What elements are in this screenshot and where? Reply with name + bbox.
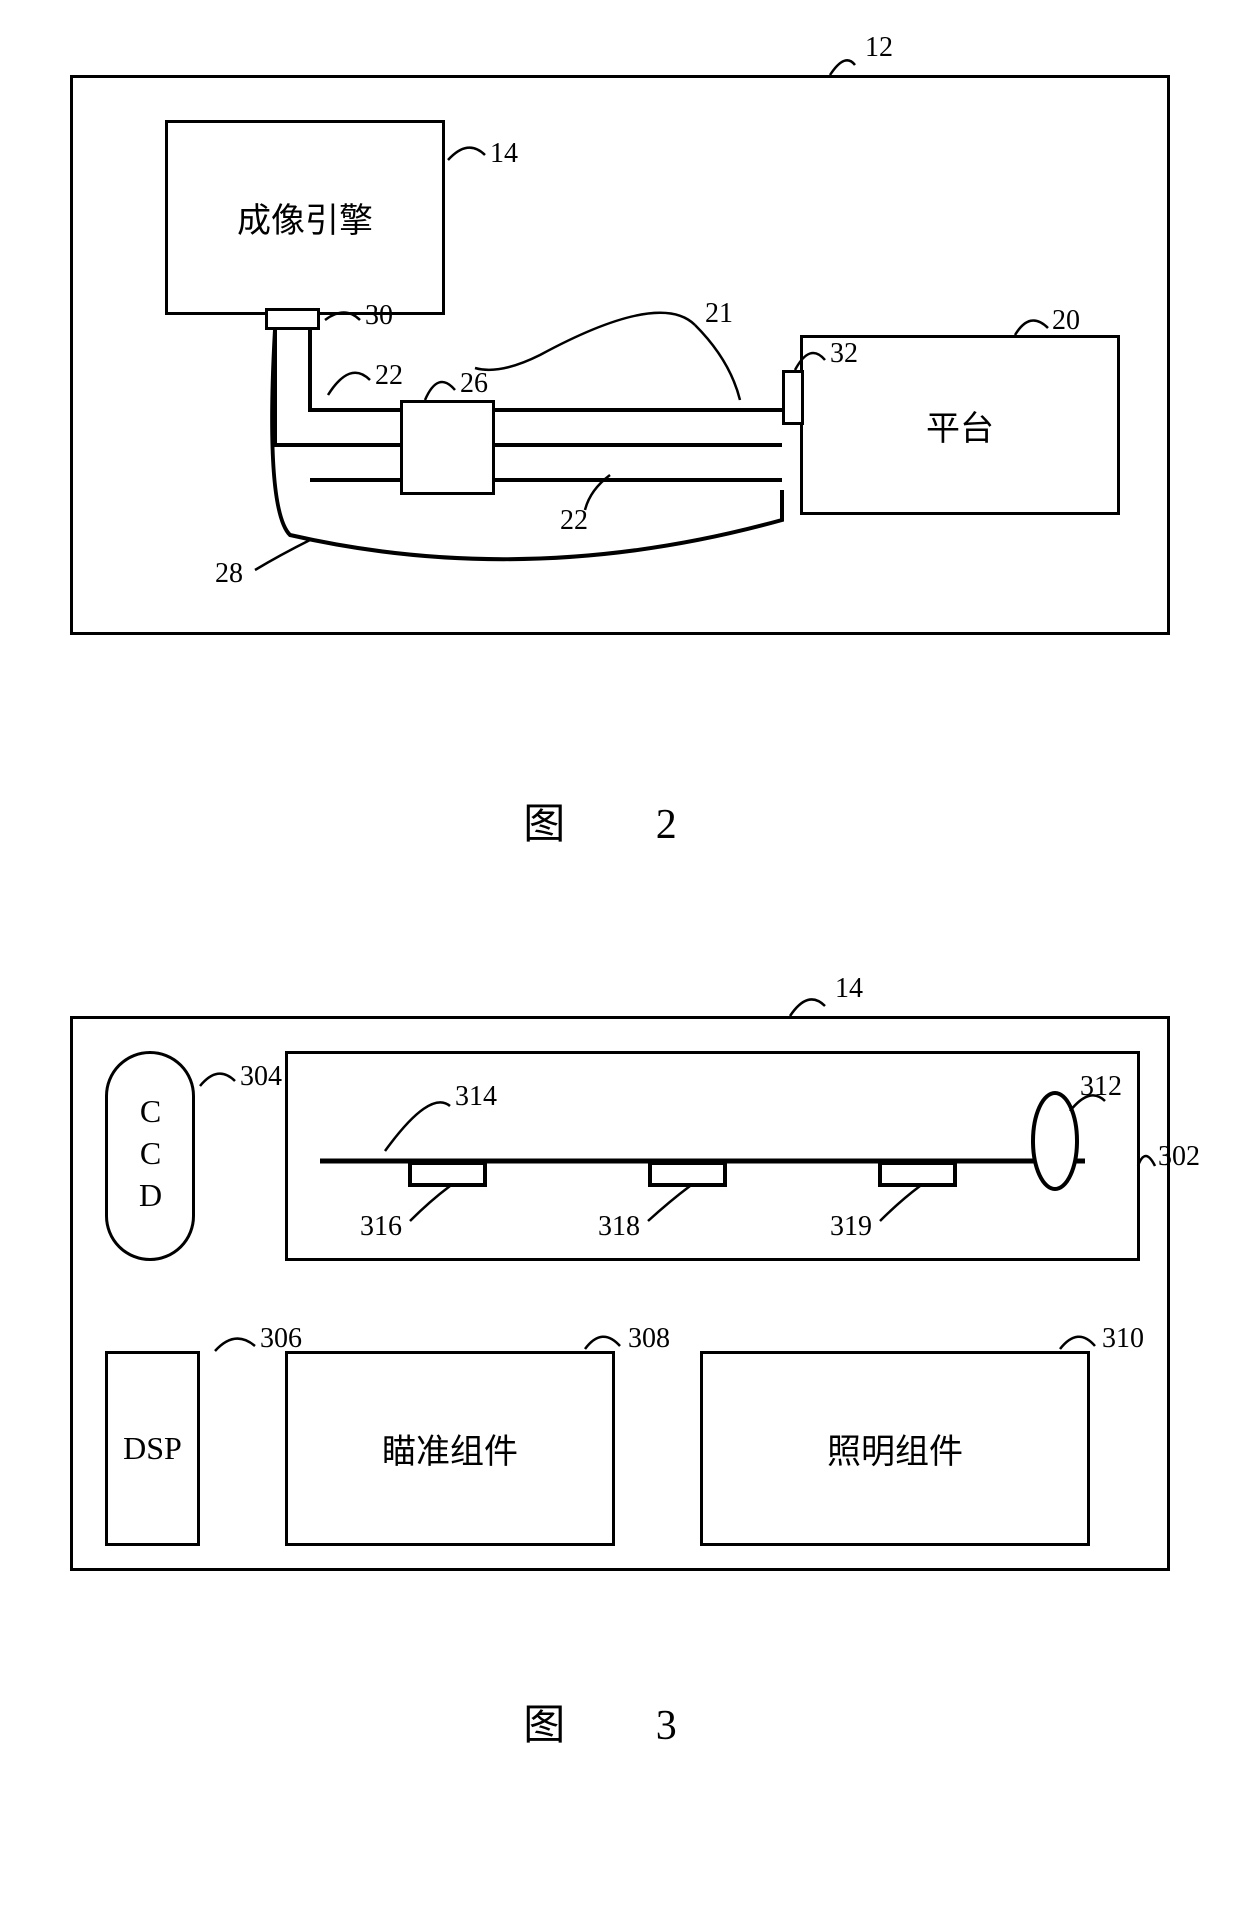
ref3-14: 14 (835, 973, 863, 1005)
ref-28: 28 (215, 558, 243, 590)
ref-302: 302 (1158, 1141, 1200, 1173)
ccd-box: CCD (105, 1051, 195, 1261)
imaging-engine-box: 成像引擎 (165, 120, 445, 315)
ref-308: 308 (628, 1323, 670, 1355)
ccd-label: CCD (132, 1093, 169, 1219)
ref-310: 310 (1102, 1323, 1144, 1355)
engine-connector (265, 308, 320, 330)
ref-316: 316 (360, 1211, 402, 1243)
ref-22-b: 22 (560, 505, 588, 537)
ref-12: 12 (865, 32, 893, 64)
platform-label: 平台 (926, 401, 994, 450)
ref-22-a: 22 (375, 360, 403, 392)
aim-label: 瞄准组件 (382, 1424, 518, 1473)
ref-26: 26 (460, 368, 488, 400)
ref-304: 304 (240, 1061, 282, 1093)
ref-306: 306 (260, 1323, 302, 1355)
fig2-caption: 图 2 (30, 790, 1210, 851)
illum-component-box: 照明组件 (700, 1351, 1090, 1546)
ref-14: 14 (490, 138, 518, 170)
dsp-label: DSP (123, 1430, 182, 1467)
dsp-box: DSP (105, 1351, 200, 1546)
ref-20: 20 (1052, 305, 1080, 337)
aim-component-box: 瞄准组件 (285, 1351, 615, 1546)
ref-32: 32 (830, 338, 858, 370)
platform-connector (782, 370, 804, 425)
ref-314: 314 (455, 1081, 497, 1113)
optical-box (285, 1051, 1140, 1261)
ref-21: 21 (705, 298, 733, 330)
middle-junction-box (400, 400, 495, 495)
ref-30: 30 (365, 300, 393, 332)
imaging-engine-label: 成像引擎 (237, 193, 373, 242)
figure-2: 成像引擎 平台 (30, 30, 1210, 710)
ref-312: 312 (1080, 1071, 1122, 1103)
fig3-caption: 图 3 (30, 1691, 1210, 1752)
figure-3: CCD DSP (30, 951, 1210, 1611)
ref-318: 318 (598, 1211, 640, 1243)
illum-label: 照明组件 (827, 1424, 963, 1473)
ref-319: 319 (830, 1211, 872, 1243)
